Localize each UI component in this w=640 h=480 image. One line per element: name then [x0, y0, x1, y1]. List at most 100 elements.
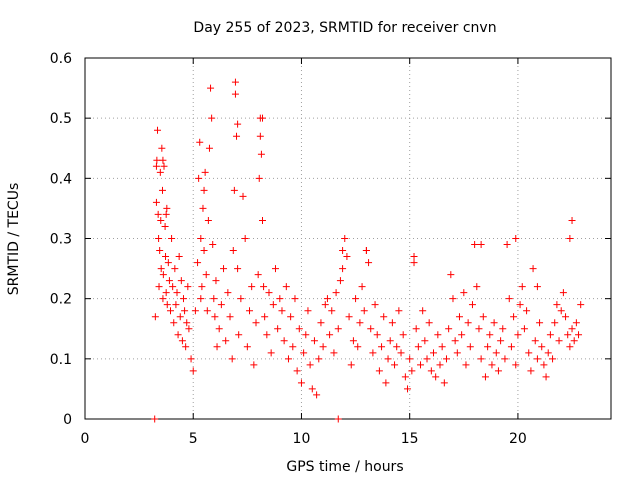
data-point	[246, 307, 254, 315]
data-point	[570, 337, 578, 345]
data-point	[158, 144, 166, 152]
data-point	[168, 235, 176, 242]
data-point	[182, 343, 190, 351]
data-point	[169, 283, 177, 291]
data-point	[334, 325, 342, 333]
data-point	[427, 367, 435, 375]
data-point	[217, 301, 225, 309]
data-point	[207, 84, 215, 92]
data-point	[430, 349, 438, 357]
data-point	[533, 355, 541, 363]
data-point	[520, 325, 528, 333]
data-point	[157, 265, 165, 273]
data-point	[347, 361, 355, 369]
data-point	[503, 241, 511, 249]
data-point	[313, 391, 321, 399]
x-tick-label: 0	[81, 431, 90, 447]
data-point	[499, 325, 507, 333]
data-point	[549, 355, 557, 363]
data-point	[196, 138, 204, 146]
data-point	[542, 373, 550, 381]
data-point	[291, 295, 299, 303]
data-point	[442, 355, 450, 363]
data-point	[185, 325, 193, 333]
data-point	[243, 343, 251, 351]
data-point	[300, 349, 308, 357]
data-point	[380, 313, 388, 321]
data-point	[203, 307, 211, 315]
data-point	[162, 289, 170, 297]
data-point	[237, 295, 245, 303]
data-point	[514, 331, 522, 339]
data-point	[155, 283, 163, 291]
data-point	[211, 313, 219, 321]
data-point	[179, 295, 187, 303]
data-point	[566, 235, 574, 242]
data-point	[466, 343, 474, 351]
x-tick-label: 20	[509, 431, 527, 447]
data-point	[233, 132, 241, 140]
data-point	[425, 319, 433, 327]
data-point	[332, 289, 340, 297]
data-point	[477, 241, 485, 249]
y-axis-title: SRMTID / TECUs	[6, 183, 22, 296]
data-points	[151, 78, 585, 423]
data-point	[208, 114, 216, 122]
data-point	[551, 319, 559, 327]
data-point	[512, 361, 520, 369]
data-point	[527, 367, 535, 375]
data-point	[319, 343, 327, 351]
data-point	[257, 150, 265, 158]
data-point	[564, 331, 572, 339]
data-point	[304, 307, 312, 315]
chart-title: Day 255 of 2023, SRMTID for receiver cnv…	[193, 20, 496, 36]
data-point	[184, 283, 192, 291]
data-point	[204, 216, 212, 224]
data-point	[486, 331, 494, 339]
data-point	[512, 235, 520, 242]
data-point	[222, 337, 230, 345]
data-point	[194, 259, 202, 267]
data-point	[226, 313, 234, 321]
y-tick-label: 0	[63, 412, 72, 428]
data-point	[488, 361, 496, 369]
data-point	[339, 265, 347, 273]
data-point	[406, 355, 414, 363]
data-point	[568, 325, 576, 333]
y-tick-label: 0.6	[50, 51, 72, 67]
data-point	[151, 415, 159, 423]
data-point	[484, 343, 492, 351]
data-point	[167, 307, 175, 315]
data-point	[151, 313, 159, 321]
data-point	[224, 289, 232, 297]
data-point	[365, 259, 373, 267]
data-point	[278, 307, 286, 315]
data-point	[170, 319, 178, 327]
data-point	[200, 186, 208, 194]
data-point	[178, 337, 186, 345]
data-point	[529, 265, 537, 273]
data-point	[155, 235, 163, 242]
data-point	[412, 325, 420, 333]
data-point	[572, 319, 580, 327]
data-point	[358, 283, 366, 291]
data-point	[516, 301, 524, 309]
data-point	[231, 90, 239, 98]
data-point	[339, 247, 347, 255]
data-point	[205, 144, 213, 152]
data-point	[241, 235, 249, 242]
data-point	[414, 343, 422, 351]
data-point	[187, 355, 195, 363]
data-point	[393, 343, 401, 351]
data-point	[181, 307, 189, 315]
data-point	[436, 361, 444, 369]
data-point	[197, 235, 205, 242]
data-point	[153, 156, 161, 164]
data-point	[334, 415, 342, 423]
data-point	[410, 253, 418, 261]
data-point	[536, 319, 544, 327]
data-point	[562, 313, 570, 321]
data-point	[229, 247, 237, 255]
data-point	[505, 295, 513, 303]
data-point	[274, 325, 282, 333]
